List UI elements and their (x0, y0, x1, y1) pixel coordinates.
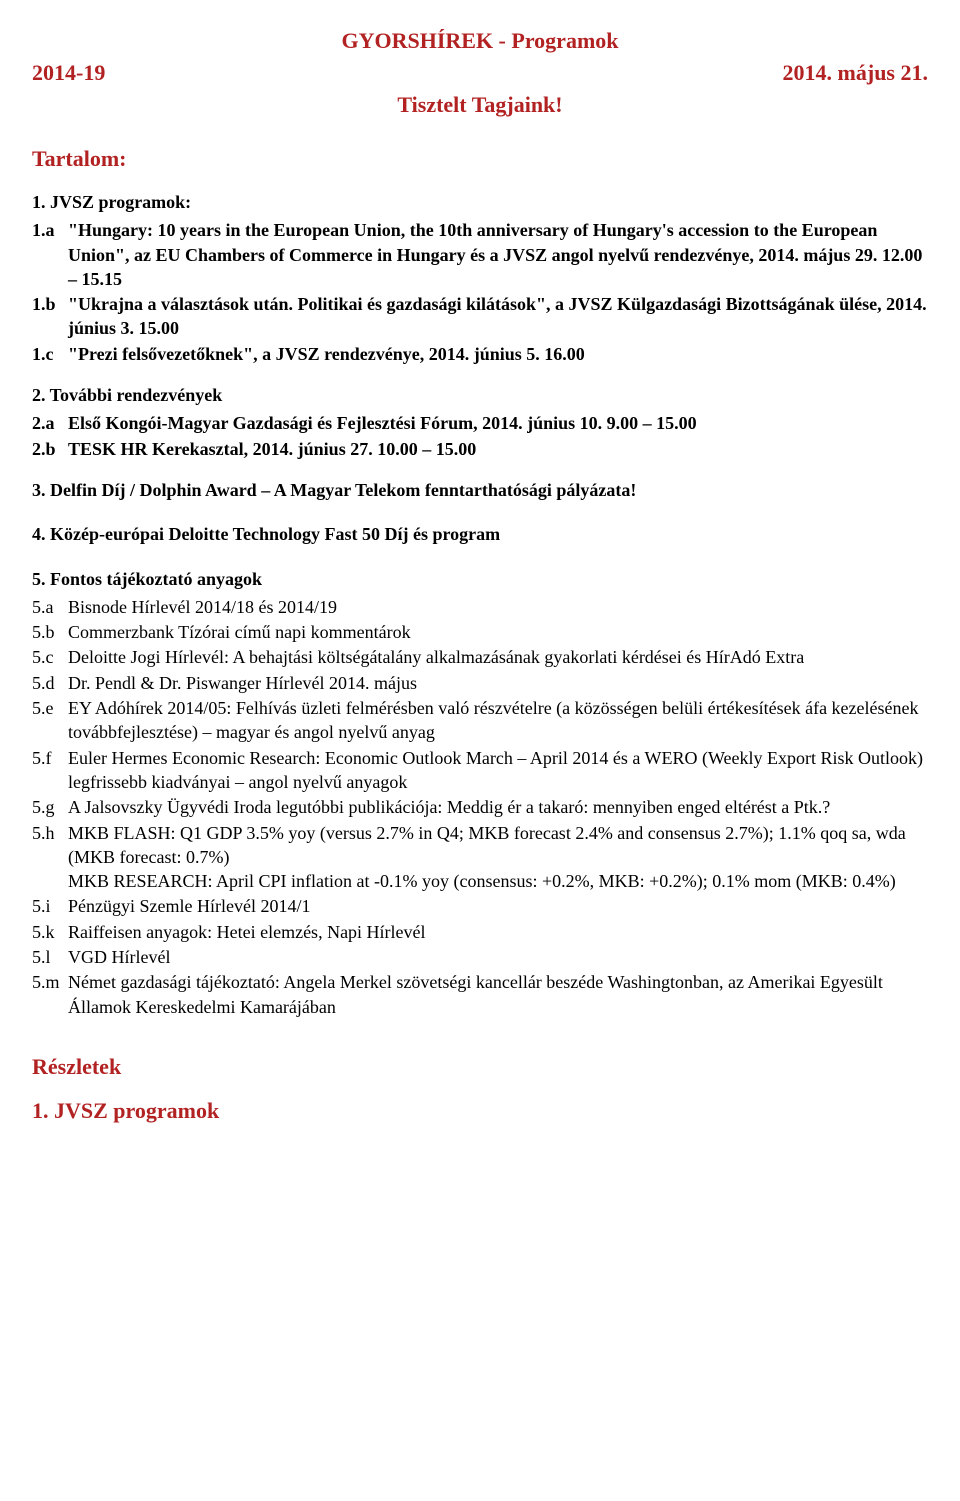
section-5-item: 5.gA Jalsovszky Ügyvédi Iroda legutóbbi … (32, 795, 928, 819)
section-5-item: 5.lVGD Hírlevél (32, 945, 928, 969)
section-5-item: 5.dDr. Pendl & Dr. Piswanger Hírlevél 20… (32, 671, 928, 695)
section-5-item-text: Raiffeisen anyagok: Hetei elemzés, Napi … (68, 920, 928, 944)
header-right-date: 2014. május 21. (783, 60, 928, 86)
section-1-item-text: "Hungary: 10 years in the European Union… (68, 218, 928, 291)
section-1-item-text: "Ukrajna a választások után. Politikai é… (68, 292, 928, 341)
section-5-item: 5.kRaiffeisen anyagok: Hetei elemzés, Na… (32, 920, 928, 944)
section-5-item: 5.bCommerzbank Tízórai című napi komment… (32, 620, 928, 644)
section-5-item-text: Német gazdasági tájékoztató: Angela Merk… (68, 970, 928, 1019)
section-5-heading: 5. Fontos tájékoztató anyagok (32, 567, 928, 591)
page-title-center: GYORSHÍREK - Programok (32, 28, 928, 54)
section-2-heading: 2. További rendezvények (32, 383, 928, 407)
section-1-item-text: "Prezi felsővezetőknek", a JVSZ rendezvé… (68, 342, 928, 366)
section-5-item-text: Deloitte Jogi Hírlevél: A behajtási költ… (68, 645, 928, 669)
section-5-item-index: 5.c (32, 645, 68, 669)
section-5-item: 5.eEY Adóhírek 2014/05: Felhívás üzleti … (32, 696, 928, 745)
section-5-item-index: 5.h (32, 821, 68, 894)
details-heading: Részletek (32, 1054, 928, 1080)
section-5-item-index: 5.i (32, 894, 68, 918)
section-1-item: 1.c"Prezi felsővezetőknek", a JVSZ rende… (32, 342, 928, 366)
section-5-item-index: 5.f (32, 746, 68, 795)
section-5-item-text: MKB FLASH: Q1 GDP 3.5% yoy (versus 2.7% … (68, 821, 928, 894)
section-5-item: 5.iPénzügyi Szemle Hírlevél 2014/1 (32, 894, 928, 918)
section-1-item-index: 1.b (32, 292, 68, 341)
section-5-item: 5.hMKB FLASH: Q1 GDP 3.5% yoy (versus 2.… (32, 821, 928, 894)
section-5-item-text: Dr. Pendl & Dr. Piswanger Hírlevél 2014.… (68, 671, 928, 695)
section-5-item-text: A Jalsovszky Ügyvédi Iroda legutóbbi pub… (68, 795, 928, 819)
section-5-item-index: 5.d (32, 671, 68, 695)
section-5-item: 5.fEuler Hermes Economic Research: Econo… (32, 746, 928, 795)
section-2-item-index: 2.b (32, 437, 68, 461)
salutation: Tisztelt Tagjaink! (32, 92, 928, 118)
section-5-item-index: 5.b (32, 620, 68, 644)
section-1-item: 1.b"Ukrajna a választások után. Politika… (32, 292, 928, 341)
section-5-item: 5.mNémet gazdasági tájékoztató: Angela M… (32, 970, 928, 1019)
section-5-item-text: EY Adóhírek 2014/05: Felhívás üzleti fel… (68, 696, 928, 745)
section-5-item-index: 5.g (32, 795, 68, 819)
toc-heading: Tartalom: (32, 146, 928, 172)
section-5-item-text: Pénzügyi Szemle Hírlevél 2014/1 (68, 894, 928, 918)
section-5-item-text: Bisnode Hírlevél 2014/18 és 2014/19 (68, 595, 928, 619)
section-2-item-index: 2.a (32, 411, 68, 435)
section-5-item-text: Euler Hermes Economic Research: Economic… (68, 746, 928, 795)
section-5-item-index: 5.a (32, 595, 68, 619)
section-2-item-text: Első Kongói-Magyar Gazdasági és Fejleszt… (68, 411, 928, 435)
section-4-heading: 4. Közép-európai Deloitte Technology Fas… (32, 522, 928, 546)
header-left-code: 2014-19 (32, 60, 105, 86)
section-1-heading: 1. JVSZ programok: (32, 190, 928, 214)
section-2-item-text: TESK HR Kerekasztal, 2014. június 27. 10… (68, 437, 928, 461)
section-5-item-index: 5.e (32, 696, 68, 745)
footer-heading: 1. JVSZ programok (32, 1098, 928, 1124)
section-2-item: 2.bTESK HR Kerekasztal, 2014. június 27.… (32, 437, 928, 461)
section-5-item: 5.cDeloitte Jogi Hírlevél: A behajtási k… (32, 645, 928, 669)
section-1-item-index: 1.a (32, 218, 68, 291)
section-2-item: 2.aElső Kongói-Magyar Gazdasági és Fejle… (32, 411, 928, 435)
section-5-item-index: 5.m (32, 970, 68, 1019)
section-1-item-index: 1.c (32, 342, 68, 366)
section-3-heading: 3. Delfin Díj / Dolphin Award – A Magyar… (32, 478, 928, 502)
section-5-item-index: 5.k (32, 920, 68, 944)
section-5-item-index: 5.l (32, 945, 68, 969)
section-5-item-text: Commerzbank Tízórai című napi kommentáro… (68, 620, 928, 644)
section-5-item-text: VGD Hírlevél (68, 945, 928, 969)
section-1-item: 1.a"Hungary: 10 years in the European Un… (32, 218, 928, 291)
section-5-item: 5.aBisnode Hírlevél 2014/18 és 2014/19 (32, 595, 928, 619)
